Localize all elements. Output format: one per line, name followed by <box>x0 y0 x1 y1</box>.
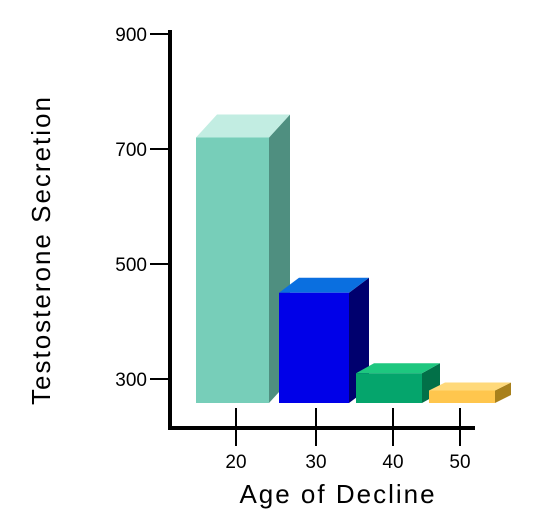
x-tick-label: 50 <box>449 452 470 473</box>
bar-20 <box>196 114 290 403</box>
x-tick-label: 20 <box>225 452 246 473</box>
bar-top <box>356 363 440 374</box>
bar-50 <box>429 382 511 403</box>
bar-front <box>279 292 349 403</box>
bar-top <box>279 277 369 293</box>
y-tick-label: 900 <box>115 25 147 46</box>
y-tick-label: 700 <box>115 140 147 161</box>
bar-front <box>356 373 422 403</box>
bar-30 <box>279 277 369 403</box>
y-ticks: 900 700 500 300 <box>115 25 170 391</box>
bar-front <box>196 137 269 403</box>
bar-top <box>196 114 290 138</box>
y-axis-title: Testosterone Secretion <box>26 95 56 405</box>
bar-40 <box>356 363 440 403</box>
x-tick-label: 30 <box>305 452 326 473</box>
y-tick-label: 500 <box>115 255 147 276</box>
bars-layer <box>196 114 511 403</box>
x-axis-title: Age of Decline <box>239 479 436 509</box>
x-ticks: 20 30 40 50 <box>225 408 471 473</box>
bar-top <box>429 382 511 391</box>
x-tick-label: 40 <box>382 452 403 473</box>
bar-side <box>495 382 511 403</box>
y-tick-label: 300 <box>115 370 147 391</box>
bar-front <box>429 390 495 403</box>
